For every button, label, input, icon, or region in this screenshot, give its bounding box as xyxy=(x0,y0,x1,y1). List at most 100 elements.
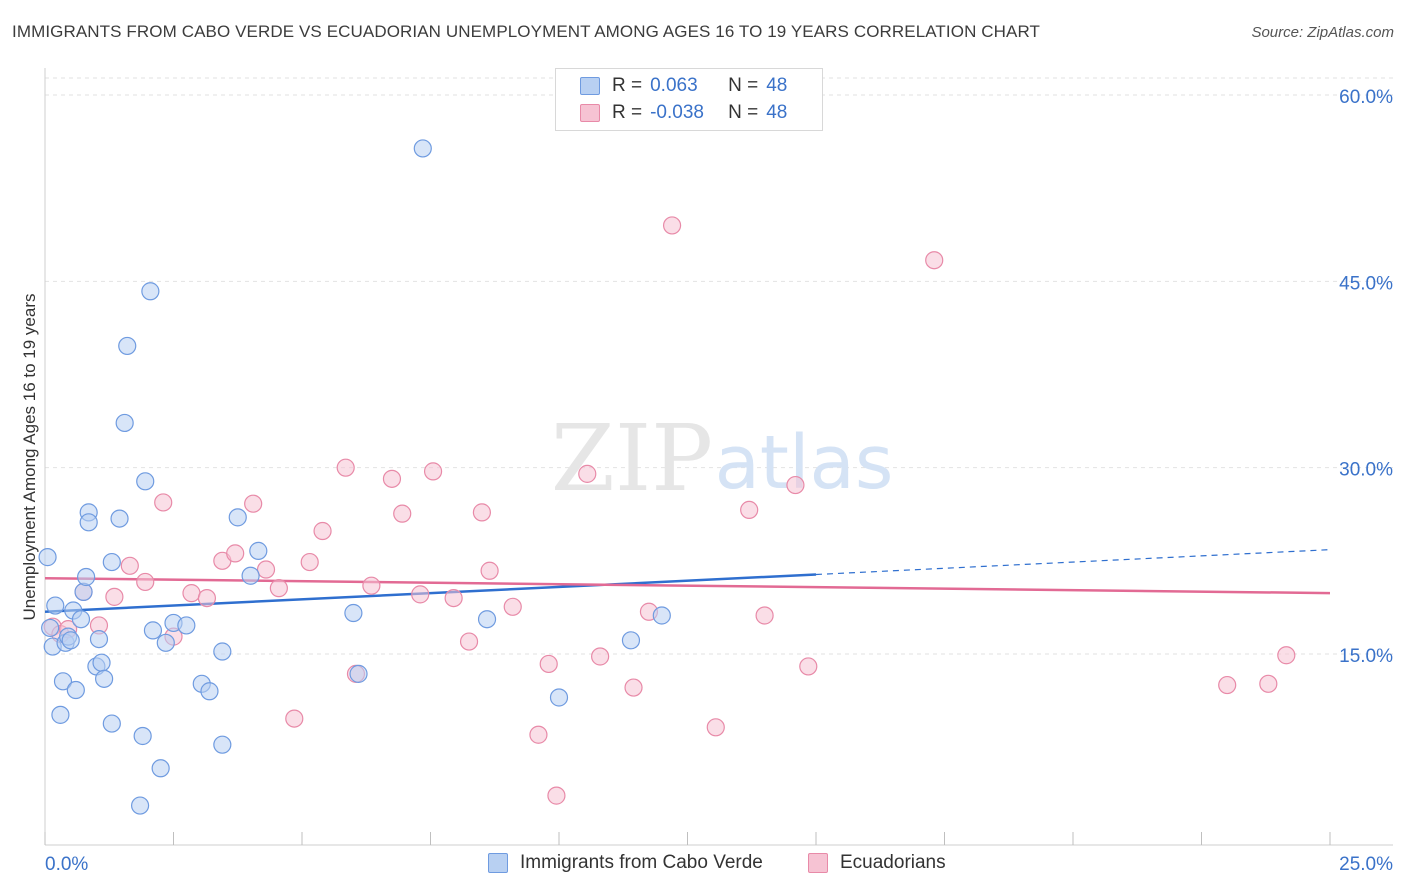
x-tick-label-min: 0.0% xyxy=(45,854,88,875)
legend-n-label: N = xyxy=(728,75,759,96)
series-legend-label: Immigrants from Cabo Verde xyxy=(520,852,763,873)
point-cabo-verde xyxy=(89,629,109,649)
point-cabo-verde xyxy=(133,726,152,746)
watermark-atlas: atlas xyxy=(715,420,894,506)
point-cabo-verde xyxy=(136,472,155,491)
point-ecuadorian xyxy=(313,521,332,541)
point-ecuadorian xyxy=(411,585,430,604)
series-swatch-blue xyxy=(488,853,508,873)
point-ecuadorian xyxy=(362,576,381,595)
trend-line-ecuadorians xyxy=(44,576,1331,595)
point-ecuadorian xyxy=(120,556,139,575)
point-ecuadorian xyxy=(226,544,245,563)
point-ecuadorian xyxy=(539,654,558,674)
point-cabo-verde xyxy=(46,596,65,615)
point-ecuadorian xyxy=(786,475,805,495)
point-cabo-verde xyxy=(79,513,98,532)
point-cabo-verde xyxy=(241,566,260,585)
legend-n-label: N = xyxy=(728,102,759,123)
point-cabo-verde xyxy=(118,336,137,356)
point-ecuadorian xyxy=(154,493,173,512)
watermark-zip: ZIP xyxy=(551,405,713,512)
series-legend: Immigrants from Cabo Verde Ecuadorians xyxy=(0,852,1406,878)
point-ecuadorian xyxy=(662,216,682,235)
series-legend-label: Ecuadorians xyxy=(840,852,946,873)
legend-n-value: 48 xyxy=(766,102,788,123)
point-ecuadorian xyxy=(529,725,548,744)
point-ecuadorian xyxy=(503,597,522,616)
point-ecuadorian xyxy=(382,469,402,488)
point-ecuadorian xyxy=(1259,674,1278,693)
point-cabo-verde xyxy=(66,680,85,700)
point-ecuadorian xyxy=(105,587,124,606)
point-cabo-verde xyxy=(652,606,671,625)
point-ecuadorian xyxy=(444,588,463,608)
point-cabo-verde xyxy=(38,548,57,567)
chart-title: IMMIGRANTS FROM CABO VERDE VS ECUADORIAN… xyxy=(12,22,1041,41)
y-tick-label: 45.0% xyxy=(1339,273,1393,294)
point-ecuadorian xyxy=(269,579,288,598)
point-ecuadorian xyxy=(547,786,566,805)
point-ecuadorian xyxy=(1218,675,1237,695)
point-cabo-verde xyxy=(141,282,160,301)
point-cabo-verde xyxy=(151,759,170,778)
point-cabo-verde xyxy=(213,642,232,661)
point-cabo-verde xyxy=(51,705,70,724)
y-tick-label: 30.0% xyxy=(1339,460,1393,481)
point-cabo-verde xyxy=(71,610,91,629)
legend-row-ecuadorians: R = -0.038 N = 48 xyxy=(580,101,787,125)
point-cabo-verde xyxy=(477,610,497,629)
point-ecuadorian xyxy=(285,709,304,728)
trend-line-cabo-verde-extension xyxy=(815,549,1331,576)
point-ecuadorian xyxy=(925,251,944,270)
point-ecuadorian xyxy=(393,504,412,523)
x-tick-label-max: 25.0% xyxy=(1339,854,1393,875)
point-cabo-verde xyxy=(621,631,641,650)
point-cabo-verde xyxy=(53,672,73,691)
tick-labels: 15.0% 30.0% 45.0% 60.0% 0.0% 25.0% xyxy=(45,87,1393,875)
series-legend-cabo-verde[interactable]: Immigrants from Cabo Verde xyxy=(488,852,763,874)
point-ecuadorian xyxy=(472,503,491,522)
y-tick-label: 15.0% xyxy=(1339,646,1393,667)
point-ecuadorian xyxy=(740,500,759,520)
correlation-legend: R = 0.063 N = 48 R = -0.038 N = 48 xyxy=(555,68,823,131)
point-ecuadorian xyxy=(480,561,499,580)
point-ecuadorian xyxy=(256,560,276,579)
point-cabo-verde xyxy=(102,552,121,572)
point-cabo-verde xyxy=(74,582,93,601)
series-legend-ecuadorians[interactable]: Ecuadorians xyxy=(808,852,946,874)
watermark: ZIP atlas xyxy=(551,405,894,512)
point-ecuadorian xyxy=(706,718,725,737)
axes xyxy=(44,68,1393,846)
point-ecuadorian xyxy=(300,552,319,572)
point-cabo-verde xyxy=(213,735,232,754)
point-cabo-verde xyxy=(61,631,80,650)
point-cabo-verde xyxy=(177,616,196,635)
y-tick-label: 60.0% xyxy=(1339,87,1393,108)
point-ecuadorian xyxy=(336,458,355,477)
point-cabo-verde xyxy=(77,567,96,587)
point-ecuadorian xyxy=(244,494,263,513)
legend-swatch-pink xyxy=(580,104,600,122)
point-cabo-verde xyxy=(130,796,150,815)
point-ecuadorian xyxy=(578,464,597,483)
point-cabo-verde xyxy=(228,508,247,527)
point-ecuadorian xyxy=(197,588,217,608)
trend-line-cabo-verde xyxy=(44,573,817,614)
legend-r-value: -0.038 xyxy=(650,102,704,123)
point-cabo-verde xyxy=(95,669,114,688)
point-ecuadorian xyxy=(423,462,443,481)
point-cabo-verde xyxy=(349,664,368,683)
data-points xyxy=(38,139,1296,815)
legend-n-value: 48 xyxy=(766,75,788,96)
point-cabo-verde xyxy=(249,541,268,560)
point-ecuadorian xyxy=(799,657,818,676)
point-cabo-verde xyxy=(413,139,432,158)
point-cabo-verde xyxy=(344,603,363,623)
point-cabo-verde xyxy=(102,714,121,733)
point-cabo-verde xyxy=(156,633,175,652)
point-ecuadorian xyxy=(459,632,479,651)
source-credit: Source: ZipAtlas.com xyxy=(1251,24,1394,41)
point-ecuadorian xyxy=(755,606,774,625)
